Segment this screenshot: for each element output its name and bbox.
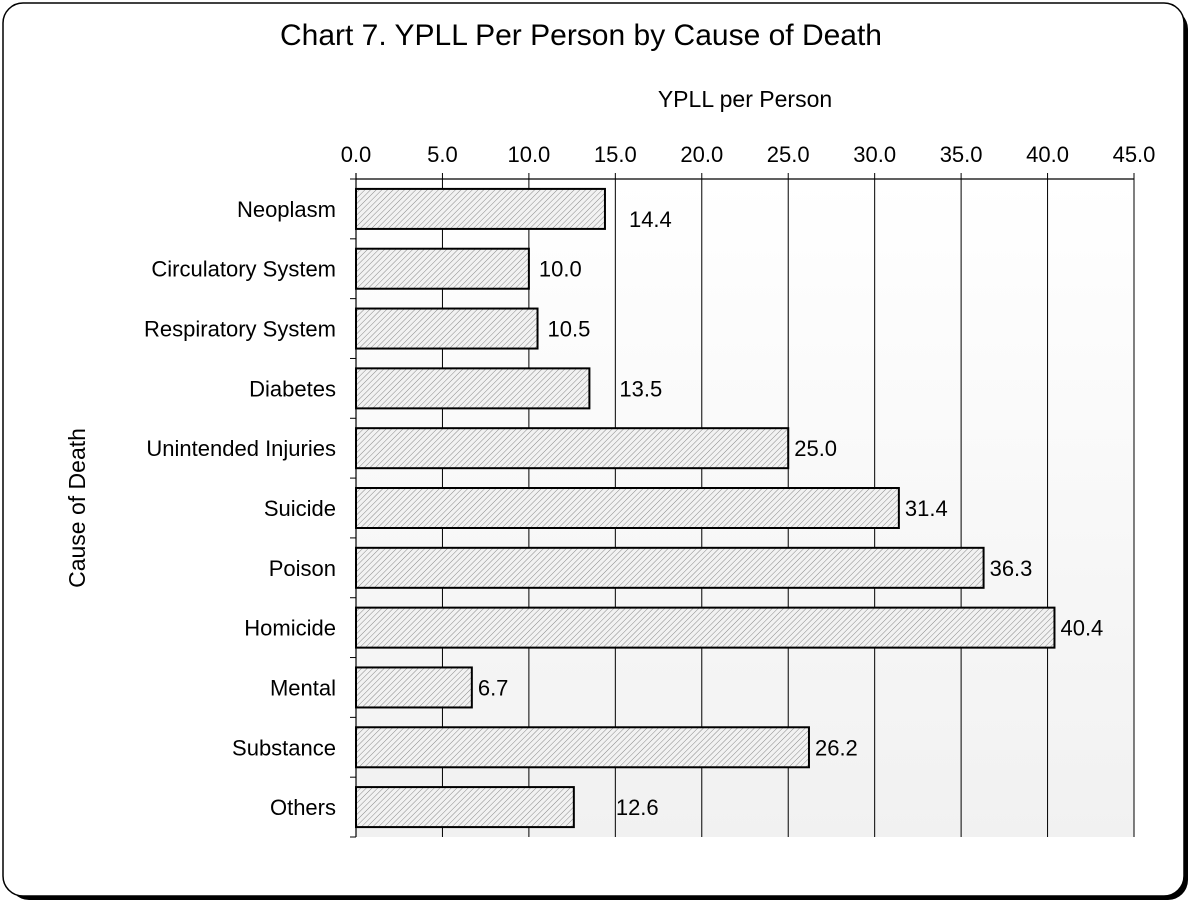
category-label: Poison: [269, 556, 336, 581]
value-label: 31.4: [905, 496, 948, 521]
category-label: Neoplasm: [237, 197, 336, 222]
value-labels: 14.4 10.0 10.5 13.5 25.0 31.4 36.3 40.4 6.7 26.2 1…: [478, 207, 1103, 820]
bar: [355, 726, 810, 769]
category-label: Homicide: [244, 616, 336, 641]
value-label: 14.4: [629, 207, 672, 232]
x-tick-label: 40.0: [1026, 142, 1069, 167]
value-label: 26.2: [815, 735, 858, 760]
category-label: Others: [270, 795, 336, 820]
bar: [355, 187, 606, 230]
x-tick-label: 30.0: [853, 142, 896, 167]
chart-title: Chart 7. YPLL Per Person by Cause of Dea…: [280, 19, 882, 52]
value-label: 40.4: [1060, 616, 1103, 641]
x-axis-title: YPLL per Person: [658, 86, 832, 112]
bar: [355, 487, 900, 529]
y-axis-title: Cause of Death: [64, 428, 90, 588]
x-tick-label: 35.0: [940, 142, 983, 167]
x-tick-label: 10.0: [507, 142, 550, 167]
category-label: Circulatory System: [151, 257, 336, 282]
bars: [355, 187, 1056, 829]
category-label: Respiratory System: [144, 317, 336, 342]
category-labels: Neoplasm Circulatory System Respiratory Sy…: [144, 197, 336, 820]
axes: [350, 173, 1135, 838]
bar: [355, 606, 1056, 649]
category-label: Suicide: [264, 496, 336, 521]
x-tick-label: 45.0: [1113, 142, 1156, 167]
category-label: Unintended Injuries: [146, 436, 336, 461]
value-label: 10.0: [539, 257, 582, 282]
category-label: Mental: [270, 675, 336, 700]
category-label: Substance: [232, 735, 336, 760]
value-label: 36.3: [990, 556, 1033, 581]
value-label: 12.6: [616, 795, 659, 820]
bar: [355, 546, 985, 589]
bar: [355, 666, 473, 709]
x-tick-label: 0.0: [341, 142, 372, 167]
category-label: Diabetes: [249, 376, 336, 401]
value-label: 6.7: [478, 675, 509, 700]
bar: [355, 307, 539, 350]
value-label: 13.5: [619, 376, 662, 401]
value-label: 25.0: [794, 436, 837, 461]
bar: [355, 367, 591, 410]
x-tick-label: 25.0: [767, 142, 810, 167]
bar: [355, 247, 530, 290]
bar: [355, 427, 790, 470]
x-tick-labels: 0.0 5.0 10.0 15.0 20.0 25.0 30.0 35.0 40.0 45.0: [341, 142, 1156, 167]
x-tick-label: 20.0: [680, 142, 723, 167]
x-tick-label: 5.0: [427, 142, 458, 167]
value-label: 10.5: [548, 317, 591, 342]
bar: [355, 786, 575, 829]
x-tick-label: 15.0: [594, 142, 637, 167]
